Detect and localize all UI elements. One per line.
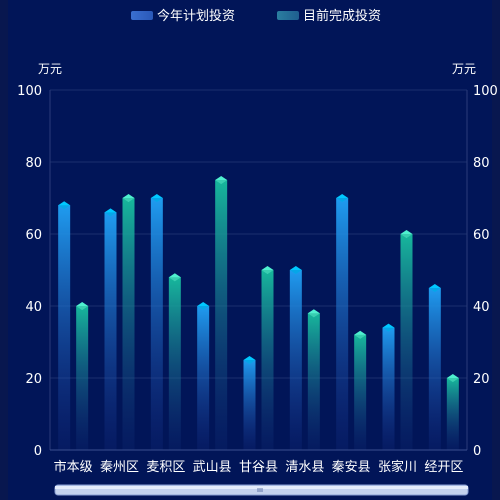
bar-completed[interactable] — [168, 273, 181, 450]
bar-planned-cap-shade — [243, 360, 256, 364]
bar-completed-body — [446, 378, 459, 450]
bar-planned-cap-shade — [382, 327, 395, 332]
left-tick-label: 20 — [25, 372, 42, 387]
bar-planned[interactable] — [150, 194, 163, 450]
category-label: 秦州区 — [100, 460, 139, 475]
left-axis-unit: 万元 — [38, 62, 62, 76]
bar-planned-body — [104, 212, 117, 450]
bars — [58, 176, 459, 450]
bar-planned-body — [243, 360, 256, 450]
bar-completed-cap-shade — [307, 313, 320, 318]
bar-planned-cap-shade — [58, 205, 71, 210]
bar-completed-cap-shade — [215, 180, 228, 184]
legend-label-planned: 今年计划投资 — [157, 8, 235, 24]
bar-planned[interactable] — [289, 266, 302, 450]
right-tick-label: 0 — [473, 444, 481, 459]
grid-lines — [50, 89, 467, 379]
bar-completed-body — [261, 270, 274, 450]
bar-completed[interactable] — [261, 266, 274, 450]
left-tick-label: 40 — [25, 300, 42, 315]
bar-planned[interactable] — [428, 284, 441, 450]
bar-planned-body — [428, 288, 441, 450]
legend-item-completed[interactable]: 目前完成投资 — [277, 8, 381, 24]
legend[interactable]: 今年计划投资 目前完成投资 — [131, 8, 381, 24]
bar-planned-cap-shade — [150, 198, 163, 202]
legend-label-completed: 目前完成投资 — [303, 8, 381, 24]
category-label: 经开区 — [424, 460, 463, 475]
bar-completed-body — [122, 198, 135, 450]
left-tick-label: 60 — [25, 228, 42, 243]
bar-completed[interactable] — [400, 230, 413, 450]
bar-planned[interactable] — [58, 201, 71, 450]
datazoom-highlight — [55, 486, 468, 489]
right-tick-label: 40 — [473, 300, 490, 315]
legend-item-planned[interactable]: 今年计划投资 — [131, 8, 235, 24]
bar-planned-body — [289, 270, 302, 450]
bar-planned-body — [382, 327, 395, 450]
right-tick-label: 20 — [473, 372, 490, 387]
category-label: 清水县 — [285, 460, 324, 475]
bar-completed-body — [307, 313, 320, 450]
right-axis-unit: 万元 — [452, 62, 476, 76]
legend-swatch-planned — [131, 11, 153, 20]
right-axis-ticks: 0 20 40 60 80 100 — [473, 84, 498, 459]
bar-completed[interactable] — [122, 194, 135, 450]
bar-completed[interactable] — [446, 374, 459, 450]
bar-completed[interactable] — [354, 330, 367, 450]
datazoom-slider[interactable] — [54, 484, 469, 496]
bar-completed-cap-shade — [400, 234, 413, 238]
right-tick-label: 60 — [473, 228, 490, 243]
bar-completed[interactable] — [307, 309, 320, 450]
bar-completed-body — [215, 180, 228, 450]
bar-planned-cap-shade — [336, 198, 349, 202]
bar-planned[interactable] — [336, 194, 349, 450]
bar-completed-body — [76, 306, 89, 450]
bar-completed-body — [400, 234, 413, 450]
category-label: 张家川 — [378, 459, 417, 475]
datazoom-grip-icon[interactable] — [257, 488, 263, 492]
bar-planned-cap-shade — [428, 288, 441, 292]
bar-completed-body — [354, 334, 367, 450]
bar-completed-body — [168, 277, 181, 450]
bar-completed[interactable] — [76, 302, 89, 450]
category-label: 秦安县 — [332, 460, 371, 475]
category-label: 市本级 — [54, 459, 93, 475]
bar-planned-body — [197, 306, 210, 450]
bar-completed-cap-shade — [354, 334, 367, 339]
category-labels: 市本级 秦州区 麦积区 武山县 甘谷县 清水县 秦安县 张家川 经开区 — [54, 459, 464, 475]
category-label: 麦积区 — [146, 460, 185, 475]
bar-planned[interactable] — [197, 302, 210, 450]
right-tick-label: 100 — [473, 84, 498, 99]
legend-swatch-completed — [277, 11, 299, 20]
bar-planned-body — [150, 198, 163, 450]
left-tick-label: 100 — [17, 84, 42, 99]
bar-completed-cap-shade — [122, 198, 135, 202]
bar-completed-cap-shade — [446, 378, 459, 382]
bar-completed[interactable] — [215, 176, 228, 450]
left-tick-label: 80 — [25, 156, 42, 171]
bar-planned-cap-shade — [104, 212, 117, 217]
bar-planned[interactable] — [382, 323, 395, 450]
left-tick-label: 0 — [34, 444, 42, 459]
bar-planned-cap-shade — [289, 270, 302, 274]
bar-completed-cap-shade — [261, 270, 274, 274]
bar-planned[interactable] — [243, 356, 256, 450]
category-label: 甘谷县 — [239, 460, 278, 475]
bar-planned-body — [58, 205, 71, 450]
right-tick-label: 80 — [473, 156, 490, 171]
bar-completed-cap-shade — [168, 277, 181, 282]
left-axis-ticks: 0 20 40 60 80 100 — [17, 84, 42, 459]
category-label: 武山县 — [193, 460, 232, 475]
bar-planned-body — [336, 198, 349, 450]
bar-planned-cap-shade — [197, 306, 210, 310]
bar-completed-cap-shade — [76, 306, 89, 310]
bar-planned[interactable] — [104, 208, 117, 450]
